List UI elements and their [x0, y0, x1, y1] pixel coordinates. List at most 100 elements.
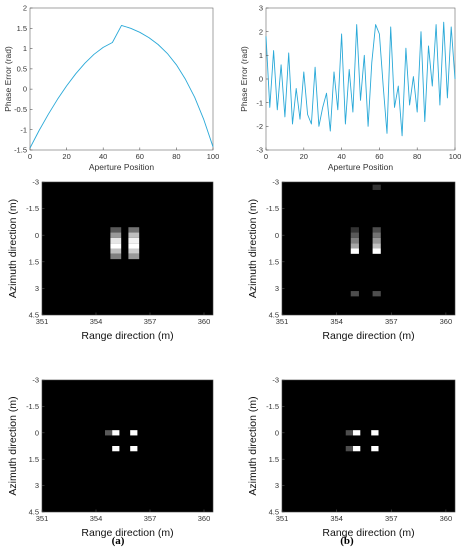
img-a-top-pixel-4 — [110, 248, 122, 254]
img-a-top-y-tick-label-3: 1.5 — [29, 257, 39, 266]
img-b-top-pixel-8 — [372, 237, 381, 244]
img-b-top-pixel-4 — [350, 243, 359, 249]
img-b-top-y-axis-label: Azimuth direction (m) — [247, 199, 259, 298]
img-a-bottom-y-tick-label-2: 0 — [35, 428, 39, 437]
img-b-top-frame — [281, 181, 456, 316]
img-a-top-y-tick-label-2: 0 — [35, 231, 39, 240]
phase-a-y-tick-label-0: -1.5 — [14, 146, 27, 155]
img-a-top-pixel-6 — [128, 227, 140, 233]
img-b-top-pixel-10 — [372, 248, 381, 254]
phase-a-y-tick-label-3: 0 — [23, 85, 27, 94]
img-b-top-x-tick-label-1: 354 — [330, 317, 343, 326]
caption-b: (b) — [340, 535, 354, 547]
img-a-top-pixel-0 — [110, 227, 122, 233]
phase-a-y-tick-label-7: 2 — [23, 4, 27, 13]
img-b-top-pixel-2 — [350, 232, 359, 238]
phase-a-y-tick-label-6: 1.5 — [17, 24, 27, 33]
img-a-bottom-x-tick-label-3: 360 — [198, 514, 211, 523]
img-a-top-pixel-5 — [110, 253, 122, 260]
img-b-top-y-tick-label-5: 4.5 — [269, 311, 279, 320]
phase-a-x-tick-label-3: 60 — [136, 152, 144, 161]
phase-b-group: 0 20 40 60 80 100 -3 -2 -1 0 1 2 3 Aperture Position P… — [239, 4, 461, 172]
img-b-bottom-pixel-2 — [353, 430, 361, 436]
phase-b-y-tick-label-5: 2 — [259, 27, 263, 36]
img-a-top-y-tick-label-5: 4.5 — [29, 311, 39, 320]
img-b-bottom-y-tick-label-4: 3 — [275, 481, 279, 490]
phase-b-x-tick-label-1: 20 — [300, 152, 308, 161]
img-a-top-group: 351 354 357 360 -3 -1.5 0 1.5 3 4.5 Range directio… — [7, 178, 214, 342]
phase-a-x-axis-label: Aperture Position — [89, 162, 154, 172]
img-a-top-x-tick-label-0: 351 — [36, 317, 49, 326]
img-b-top-y-tick-label-1: -1.5 — [266, 204, 279, 213]
img-a-top-pixel-2 — [110, 237, 122, 244]
img-a-top-x-tick-label-1: 354 — [90, 317, 103, 326]
img-b-bottom-y-tick-label-1: -1.5 — [266, 402, 279, 411]
img-a-bottom-x-tick-label-1: 354 — [90, 514, 103, 523]
phase-a-y-tick-label-1: -1 — [20, 125, 27, 134]
img-a-top-image-background — [42, 182, 213, 315]
img-b-bottom-pixel-4 — [353, 446, 361, 452]
phase-a-y-tick-label-2: -0.5 — [14, 105, 27, 114]
phase-b-y-axis-label: Phase Error (rad) — [239, 46, 249, 112]
img-a-top-pixel-7 — [128, 232, 140, 238]
img-b-bottom-x-tick-label-2: 357 — [385, 514, 398, 523]
phase-b-series-line — [265, 21, 456, 137]
img-a-bottom-pixel-3 — [112, 446, 120, 452]
phase-b-frame — [265, 7, 456, 151]
phase-b-y-tick-label-4: 1 — [259, 51, 263, 60]
img-a-bottom-y-tick-label-0: -3 — [32, 376, 39, 385]
img-a-bottom-y-tick-label-5: 4.5 — [29, 508, 39, 517]
img-b-bottom-pixel-5 — [371, 446, 379, 452]
phase-a-x-tick-label-0: 0 — [28, 152, 32, 161]
phase-b-x-tick-label-5: 100 — [449, 152, 462, 161]
img-a-bottom-x-tick-label-0: 351 — [36, 514, 49, 523]
phase-a-x-tick-label-5: 100 — [207, 152, 220, 161]
img-b-top-x-tick-label-0: 351 — [276, 317, 289, 326]
img-a-bottom-frame — [41, 379, 214, 513]
img-a-top-pixel-10 — [128, 248, 140, 254]
img-a-bottom-pixel-0 — [105, 430, 113, 436]
img-a-top-x-tick-label-2: 357 — [144, 317, 157, 326]
img-b-bottom-frame — [281, 379, 456, 513]
phase-a-group: 0 20 40 60 80 100 -1.5 -1 -0.5 0 0.5 1 1.5 2 Aperture … — [3, 4, 219, 172]
phase-b-x-tick-label-4: 80 — [413, 152, 421, 161]
img-a-bottom-group: 351 354 357 360 -3 -1.5 0 1.5 3 4.5 Range directio… — [7, 376, 214, 539]
img-b-top-y-tick-label-4: 3 — [275, 284, 279, 293]
img-b-top-pixel-3 — [350, 237, 359, 244]
img-a-bottom-y-tick-label-3: 1.5 — [29, 455, 39, 464]
phase-b-y-tick-label-6: 3 — [259, 4, 263, 13]
phase-b-y-tick-label-0: -3 — [256, 146, 263, 155]
img-b-top-x-axis-label: Range direction (m) — [322, 330, 414, 342]
img-b-bottom-x-axis-label: Range direction (m) — [322, 527, 414, 539]
img-a-top-pixel-3 — [110, 243, 122, 249]
phase-a-x-tick-label-1: 20 — [62, 152, 70, 161]
img-b-bottom-y-tick-label-3: 1.5 — [269, 455, 279, 464]
img-a-top-pixel-8 — [128, 237, 140, 244]
img-b-top-pixel-9 — [372, 243, 381, 249]
img-a-bottom-x-tick-label-2: 357 — [144, 514, 157, 523]
phase-b-x-tick-label-3: 60 — [375, 152, 383, 161]
phase-b-x-axis-label: Aperture Position — [328, 162, 393, 172]
img-a-bottom-pixel-4 — [130, 446, 138, 452]
img-b-bottom-y-tick-label-0: -3 — [272, 376, 279, 385]
img-a-bottom-image-background — [42, 380, 213, 512]
img-a-bottom-y-tick-label-1: -1.5 — [26, 402, 39, 411]
img-b-bottom-y-tick-label-2: 0 — [275, 428, 279, 437]
phase-b-y-tick-label-2: -1 — [256, 98, 263, 107]
img-b-bottom-group: 351 354 357 360 -3 -1.5 0 1.5 3 4.5 Range directio… — [247, 376, 456, 539]
phase-b-y-tick-label-1: -2 — [256, 122, 263, 131]
img-a-bottom-pixel-2 — [130, 430, 138, 436]
img-b-bottom-x-tick-label-0: 351 — [276, 514, 289, 523]
img-a-bottom-y-axis-label: Azimuth direction (m) — [7, 396, 19, 495]
img-b-top-x-tick-label-2: 357 — [385, 317, 398, 326]
img-a-top-y-axis-label: Azimuth direction (m) — [7, 199, 19, 298]
caption-a: (a) — [112, 535, 125, 547]
img-b-bottom-x-tick-label-3: 360 — [440, 514, 453, 523]
phase-a-y-tick-label-4: 0.5 — [17, 64, 27, 73]
img-a-bottom-pixel-1 — [112, 430, 120, 436]
img-b-top-pixel-7 — [372, 232, 381, 238]
img-a-top-y-tick-label-0: -3 — [32, 178, 39, 187]
img-b-top-group: 351 354 357 360 -3 -1.5 0 1.5 3 4.5 Range directio… — [247, 178, 456, 342]
img-b-top-pixel-0 — [372, 184, 381, 190]
